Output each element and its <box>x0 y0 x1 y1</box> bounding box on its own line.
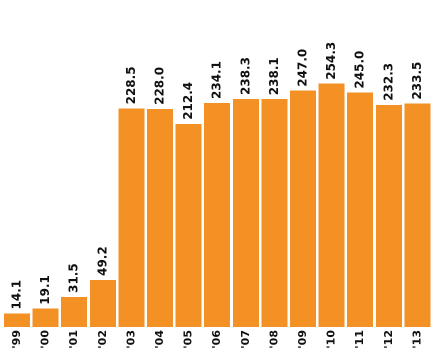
value-label-7: 234.1 <box>210 61 224 99</box>
value-label-9: 238.1 <box>267 57 281 95</box>
bar-3 <box>89 279 116 327</box>
bar-14 <box>404 103 431 327</box>
bar-13 <box>375 104 402 327</box>
tick-label-3: '02 <box>96 330 109 349</box>
value-label-14: 233.5 <box>410 62 424 100</box>
bar-9 <box>261 99 288 327</box>
value-label-10: 247.0 <box>296 49 310 87</box>
value-label-5: 228.0 <box>153 67 167 105</box>
tick-label-10: '09 <box>296 330 309 349</box>
tick-label-0: '99 <box>10 330 23 349</box>
tick-label-6: '05 <box>182 330 195 349</box>
tick-label-5: '04 <box>153 330 166 349</box>
tick-label-1: '00 <box>39 330 52 349</box>
bar-6 <box>175 123 202 327</box>
tick-labels-group: '99 '00 '01 '02 '03 '04 '05 '06 '07 '08 '09 '10 '11 '… <box>10 330 423 349</box>
bar-5 <box>147 108 173 328</box>
tick-label-2: '01 <box>67 330 80 349</box>
tick-label-14: '13 <box>410 330 423 349</box>
bar-11 <box>318 83 345 327</box>
bar-7 <box>204 103 231 327</box>
tick-label-7: '06 <box>210 330 223 349</box>
bar-1 <box>32 308 59 327</box>
value-label-13: 232.3 <box>381 63 395 101</box>
value-label-11: 254.3 <box>324 42 338 80</box>
bar-12 <box>347 92 374 327</box>
value-label-3: 49.2 <box>95 246 109 276</box>
value-label-1: 19.1 <box>38 275 52 305</box>
tick-label-8: '07 <box>239 330 252 349</box>
bar-0 <box>4 313 30 327</box>
tick-label-4: '03 <box>124 330 137 349</box>
tick-label-11: '10 <box>325 330 338 349</box>
value-label-0: 14.1 <box>10 280 24 310</box>
tick-label-9: '08 <box>267 330 280 349</box>
bars-group <box>4 83 431 328</box>
value-label-12: 245.0 <box>353 51 367 89</box>
bar-8 <box>232 99 259 327</box>
value-label-2: 31.5 <box>67 263 81 293</box>
value-label-8: 238.3 <box>238 57 252 95</box>
bar-4 <box>118 108 145 328</box>
tick-label-12: '11 <box>353 330 366 349</box>
value-label-4: 228.5 <box>124 66 138 104</box>
bar-10 <box>290 90 316 327</box>
value-label-6: 212.4 <box>181 82 195 120</box>
bar-2 <box>61 296 88 327</box>
value-labels-group: 14.1 19.1 31.5 49.2 228.5 228.0 212.4 234.1 238.… <box>10 42 424 310</box>
tick-label-13: '12 <box>382 330 395 349</box>
